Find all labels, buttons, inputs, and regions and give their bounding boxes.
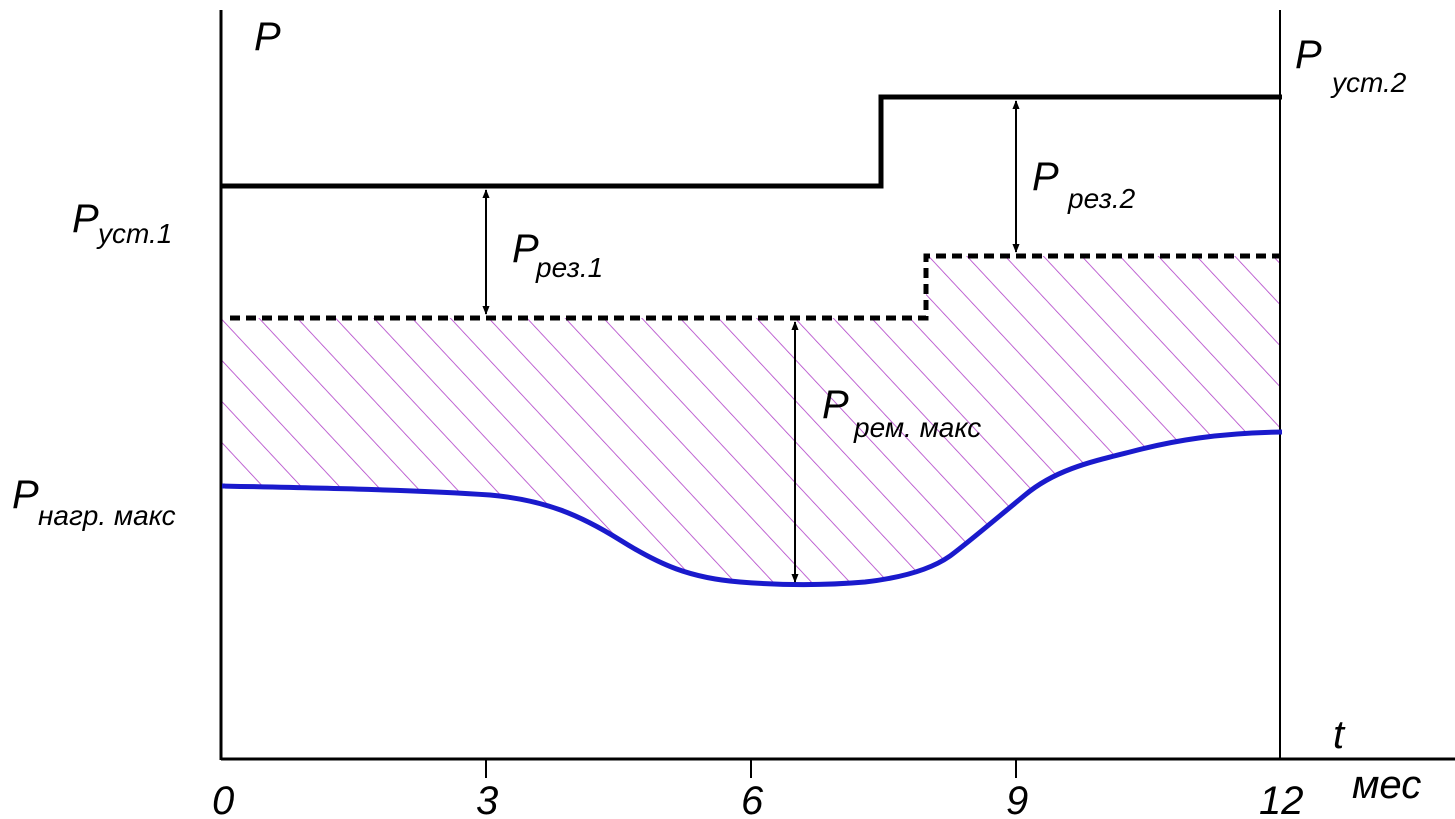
svg-text:P: P [12,473,39,517]
svg-text:рез.1: рез.1 [535,252,603,283]
installed-capacity-line [222,94,1282,189]
svg-text:рез.2: рез.2 [1067,183,1136,214]
label-p-nagr: P нагр. макс [12,473,176,531]
label-p-ust2: P уст.2 [1295,33,1407,98]
x-tick-label-6: 6 [741,779,764,819]
x-tick-label-9: 9 [1006,779,1028,819]
label-p-rez2: P рез.2 [1032,155,1136,214]
repair-area-hatch [222,256,1280,585]
label-p-rem: P рем. макс [822,383,981,443]
x-unit-label: мес [1352,763,1421,807]
max-load-curve [221,429,1283,588]
svg-text:уст.2: уст.2 [1330,67,1407,98]
svg-text:P: P [512,227,539,271]
x-tick-label-12: 12 [1259,779,1304,819]
svg-text:рем. макс: рем. макс [853,412,981,443]
svg-text:P: P [72,197,99,241]
x-tick-label-0: 0 [212,779,234,819]
svg-text:уст.1: уст.1 [96,218,172,249]
y-axis-label: P [254,15,281,59]
label-p-ust1: P уст.1 [72,197,172,249]
label-p-rez1: P рез.1 [512,227,603,283]
svg-text:P: P [822,383,849,427]
svg-text:P: P [1295,33,1322,77]
available-capacity-line [230,253,1280,321]
svg-text:нагр. макс: нагр. макс [38,500,176,531]
svg-text:P: P [1032,155,1059,199]
x-tick-label-3: 3 [476,779,498,819]
x-axis-label: t [1333,713,1346,757]
x-ticks [485,759,1017,778]
